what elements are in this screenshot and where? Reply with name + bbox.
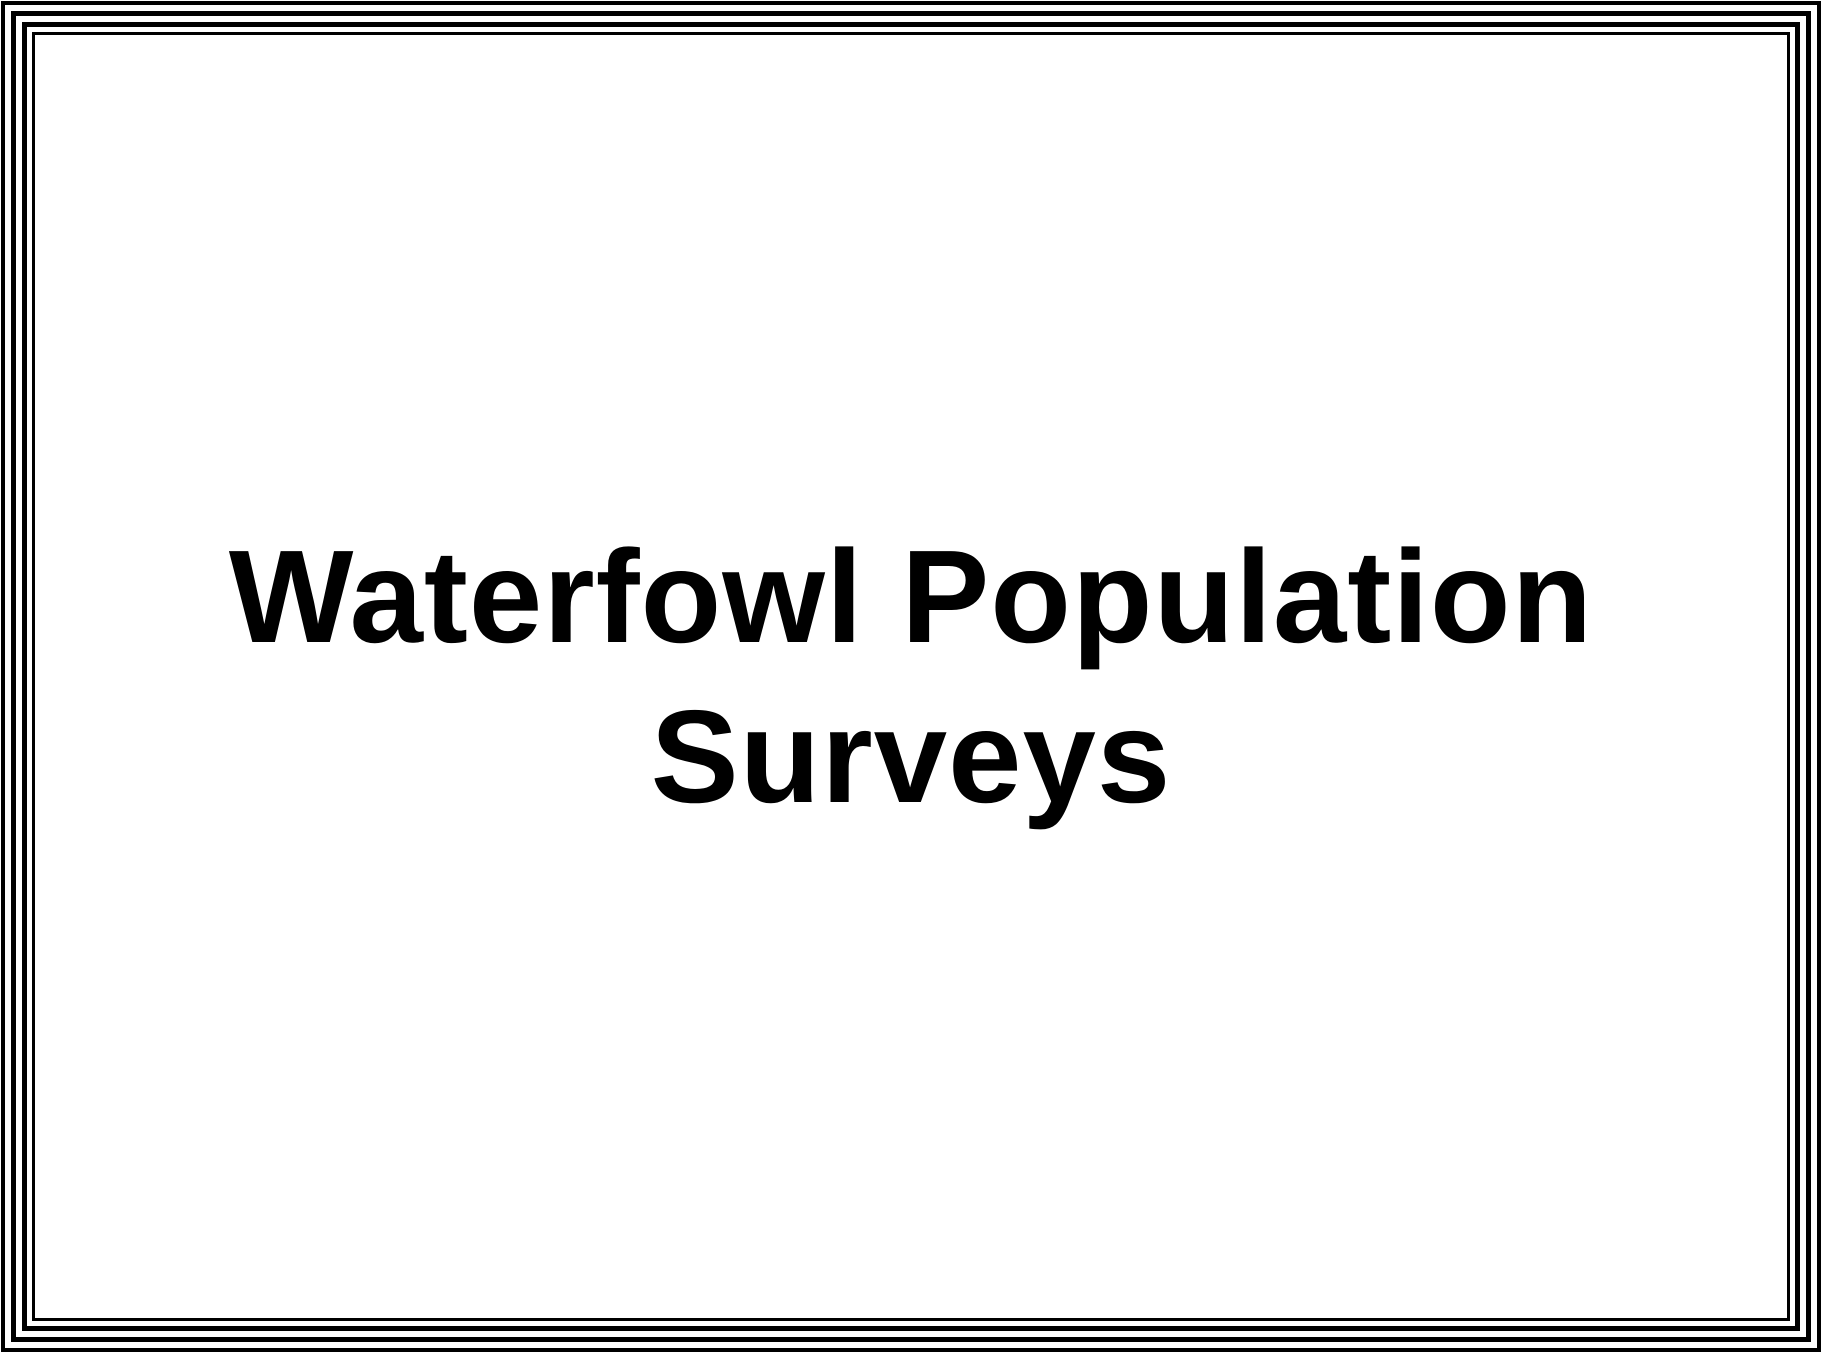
inner-border-1 bbox=[22, 22, 1800, 1331]
outer-border-2 bbox=[11, 11, 1811, 1342]
slide-title: Waterfowl Population Surveys bbox=[229, 517, 1593, 837]
slide-title-line-2: Surveys bbox=[650, 682, 1172, 830]
slide-content: Waterfowl Population Surveys bbox=[35, 35, 1787, 1318]
slide-title-line-1: Waterfowl Population bbox=[228, 522, 1594, 670]
inner-border-2 bbox=[32, 32, 1790, 1321]
